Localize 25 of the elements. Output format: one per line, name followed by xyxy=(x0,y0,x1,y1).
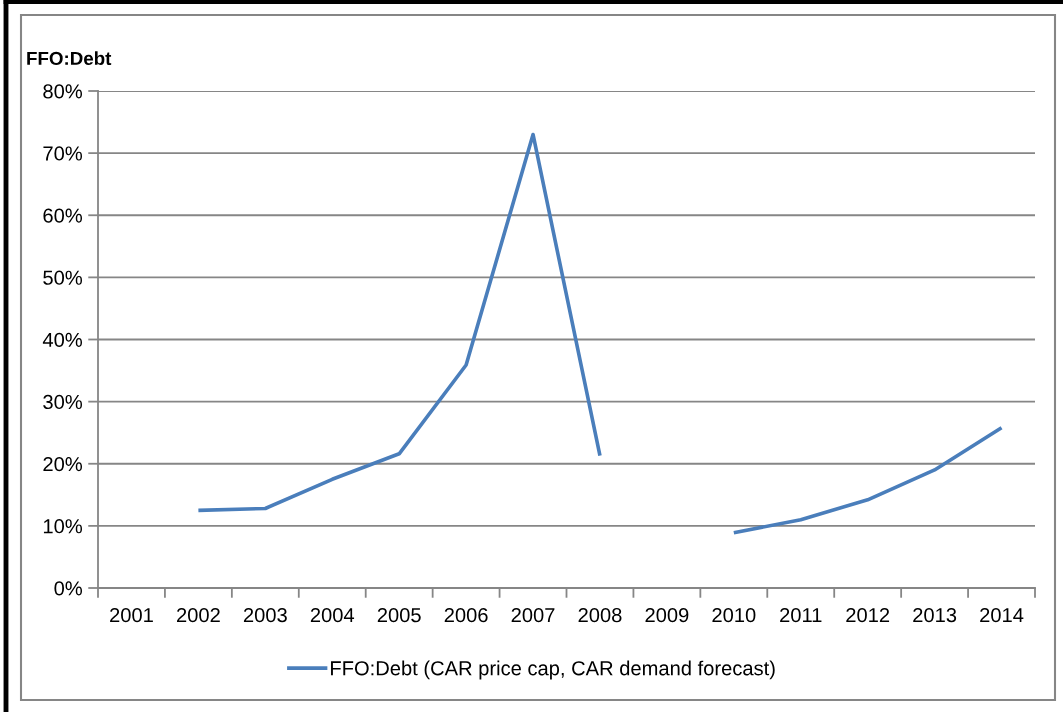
y-tick-label: 10% xyxy=(43,519,83,534)
y-tick-label: 50% xyxy=(43,270,83,285)
x-tick-label: 2009 xyxy=(645,607,689,623)
y-tick-label: 60% xyxy=(43,208,83,223)
x-tick-label: 2003 xyxy=(243,607,287,623)
y-tick-label: 80% xyxy=(43,84,83,99)
x-tick-label: 2012 xyxy=(846,607,890,623)
x-tick-label: 2004 xyxy=(310,607,355,623)
y-axis-title: FFO:Debt xyxy=(27,51,112,66)
x-tick-label: 2002 xyxy=(177,607,220,623)
y-tick-label: 40% xyxy=(42,332,83,347)
x-tick-label: 2011 xyxy=(780,607,822,623)
y-tick-label: 70% xyxy=(43,146,83,161)
y-tick-label: 30% xyxy=(43,394,83,410)
x-tick-label: 2010 xyxy=(712,607,756,623)
x-tick-label: 2007 xyxy=(511,607,555,623)
x-tick-label: 2006 xyxy=(444,607,488,623)
x-tick-label: 2005 xyxy=(377,607,421,623)
x-tick-label: 2014 xyxy=(980,607,1024,623)
x-tick-label: 2008 xyxy=(578,607,622,623)
legend-label: FFO:Debt (CAR price cap, CAR demand forecast) xyxy=(331,660,775,680)
x-tick-label: 2001 xyxy=(110,607,153,623)
y-tick-label: 0% xyxy=(54,581,83,596)
x-tick-label: 2013 xyxy=(913,607,957,623)
y-tick-label: 20% xyxy=(43,456,83,472)
